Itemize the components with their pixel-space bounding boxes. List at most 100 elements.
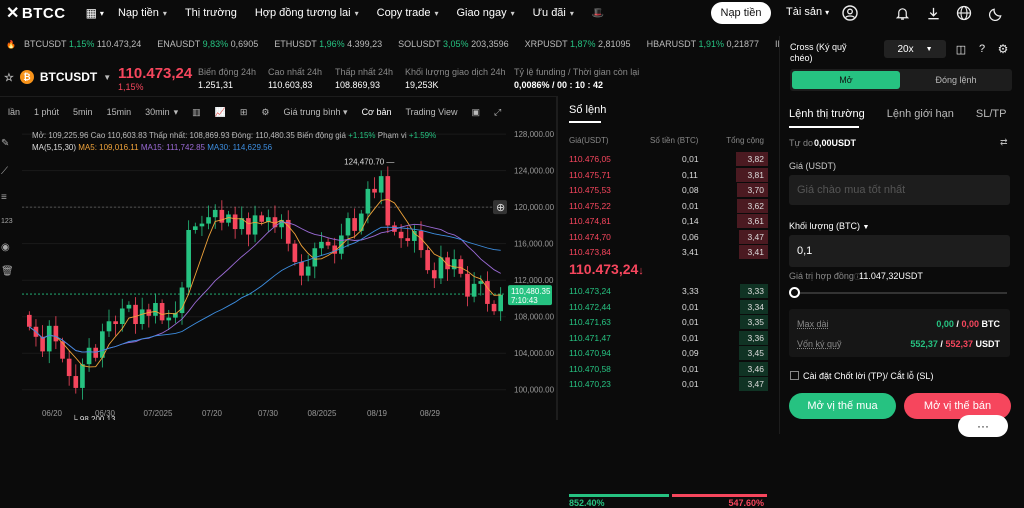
measure-icon[interactable]: 123 [1, 218, 13, 225]
interval-1[interactable]: 1 phút [34, 107, 60, 117]
fib-icon[interactable]: ≡ [1, 192, 7, 203]
interval-2[interactable]: 5min [73, 107, 93, 117]
price-chart[interactable]: 128,000.00 124,000.00 120,000.00 116,000.00… [0, 125, 556, 424]
nav-item-2[interactable]: Hợp đồng tương lai ▾ [254, 7, 359, 19]
interval-3[interactable]: 15min [106, 107, 132, 117]
orderbook-row[interactable]: 110.473,84 3,41 3,41 [560, 245, 778, 259]
ticker-item[interactable]: HBARUSDT 1,91% 0,21877 [646, 39, 760, 49]
tab-limit[interactable]: Lệnh giới hạn [886, 108, 954, 120]
orderbook-row[interactable]: 110.471,47 0,01 3,36 [560, 330, 778, 345]
interval-chevron-icon[interactable]: ▾ [173, 106, 179, 117]
open-tab[interactable]: Mở [792, 71, 900, 89]
ticker-item[interactable]: BTCUSDT 1,15% 110.473,24 [23, 39, 142, 49]
chat-icon: ··· [977, 419, 989, 433]
price-change: 1,15% [118, 82, 144, 92]
open-long-button[interactable]: Mở vị thế mua [789, 393, 896, 419]
user-icon[interactable] [841, 4, 859, 22]
eye-icon[interactable]: ◉ [1, 242, 10, 253]
orderbook-row[interactable]: 110.470,94 0,09 3,45 [560, 346, 778, 360]
price-input[interactable]: Giá chào mua tốt nhất [789, 175, 1010, 205]
indicators-icon[interactable]: 📈 [214, 106, 226, 117]
symbol-selector[interactable]: ☆ ₿ BTCUSDT ▼ [4, 70, 112, 84]
leverage-selector[interactable]: 20x ▼ [884, 40, 946, 58]
chart-tv-tab[interactable]: Trading View [405, 107, 458, 117]
margin-mode-selector[interactable]: Cross (Ký quỹ chéo) [790, 42, 847, 63]
last-price: 110.473,24 [118, 65, 193, 82]
orderbook-row[interactable]: 110.474,81 0,14 3,61 [560, 214, 778, 228]
candle-body [385, 176, 391, 226]
trendline-icon[interactable]: ⟋ [1, 166, 8, 177]
orderbook-row[interactable]: 110.475,22 0,01 3,62 [560, 198, 778, 213]
orderbook-row[interactable]: 110.472,44 0,01 3,34 [560, 299, 778, 314]
volume-input[interactable]: 0,1 [789, 235, 1010, 267]
orderbook-row[interactable]: 110.470,58 0,01 3,46 [560, 361, 778, 376]
volume-slider[interactable] [795, 292, 1007, 294]
camera-icon[interactable]: ▣ [471, 106, 481, 117]
menu-star-icon[interactable]: ☆ [4, 71, 14, 84]
brand-logo[interactable]: ✕ BTCC [6, 4, 66, 23]
transfer-icon[interactable]: ⇄ [1000, 137, 1008, 147]
ticker-item[interactable]: XRPUSDT 1,87% 2,81095 [524, 39, 631, 49]
help-icon[interactable]: ? [978, 43, 986, 55]
settings-icon[interactable]: ⚙ [261, 106, 270, 117]
plus-icon: ⊕ [496, 202, 505, 214]
candle-body [66, 358, 72, 377]
compare-icon[interactable]: ⊞ [239, 106, 248, 117]
nav-item-3[interactable]: Copy trade ▾ [376, 7, 439, 19]
orderbook-row[interactable]: 110.474,70 0,06 3,47 [560, 229, 778, 244]
ticker-item[interactable]: IP [775, 39, 780, 49]
interval-4[interactable]: 30min [145, 107, 170, 117]
candle-body [471, 283, 477, 297]
low-label: └ 98,200.13 [72, 414, 116, 420]
candle-body [199, 223, 205, 227]
slider-handle[interactable] [789, 287, 800, 298]
settings-icon[interactable]: ⚙ [997, 42, 1009, 56]
add-alert-icon[interactable] [493, 200, 507, 215]
orderbook-row[interactable]: 110.475,71 0,11 3,81 [560, 167, 778, 182]
globe-icon[interactable] [955, 4, 973, 22]
nav-item-0[interactable]: Nạp tiền ▾ [117, 7, 167, 19]
orderbook-title[interactable]: Sổ lệnh [569, 104, 607, 116]
candle-type-icon[interactable]: ▥ [192, 106, 201, 117]
nav-item-4[interactable]: Giao ngay ▾ [456, 7, 515, 19]
download-icon[interactable] [924, 4, 942, 22]
theme-moon-icon[interactable] [987, 4, 1005, 22]
candle-body [53, 325, 59, 342]
fullscreen-icon[interactable]: ⤢ [494, 106, 502, 117]
apps-grid-icon[interactable]: ▦ ▾ [85, 6, 104, 20]
candle-body [285, 219, 291, 244]
open-short-button[interactable]: Mở vị thế bán [904, 393, 1011, 419]
x-tick-label: 07/20 [202, 409, 223, 418]
orderbook-row[interactable]: 110.473,24 3,33 3,33 [560, 284, 778, 298]
trash-icon[interactable]: 🗑 [1, 266, 14, 277]
nav-item-5[interactable]: Ưu đãi ▾ [532, 7, 574, 19]
tpsl-checkbox[interactable] [790, 371, 799, 380]
crosshair-icon[interactable]: ✎ [1, 138, 10, 149]
interval-0[interactable]: lần [8, 107, 21, 117]
volume-label[interactable]: Khối lượng (BTC) ▼ [789, 221, 870, 231]
candle-body [325, 241, 331, 246]
contract-value-label: Giá trị hợp đồngⓘ [789, 271, 861, 281]
orderbook-row[interactable]: 110.470,23 0,01 3,47 [560, 377, 778, 391]
deposit-button[interactable]: Nạp tiền [711, 2, 771, 24]
assets-menu[interactable]: Tài sản ▾ [786, 6, 830, 18]
candle-body [206, 217, 211, 224]
tab-sltp[interactable]: SL/TP [975, 108, 1007, 120]
bell-icon[interactable] [893, 4, 911, 22]
orderbook-row[interactable]: 110.476,05 0,01 3,82 [560, 152, 778, 166]
ticker-item[interactable]: ETHUSDT 1,96% 4.399,23 [274, 39, 383, 49]
layout-icon[interactable]: ◫ [955, 43, 967, 56]
tab-market[interactable]: Lệnh thị trường [789, 108, 865, 120]
symbol-header: ☆ ₿ BTCUSDT ▼ 110.473,24 1,15% Biến động… [0, 62, 780, 96]
ticker-item[interactable]: ENAUSDT 9,83% 0,6905 [157, 39, 259, 49]
price-type-selector[interactable]: Giá trung bình ▾ [283, 106, 348, 117]
orderbook-row[interactable]: 110.475,53 0,08 3,70 [560, 183, 778, 197]
orderbook-row[interactable]: 110.471,63 0,01 3,35 [560, 315, 778, 329]
gift-icon[interactable]: 🎩 [591, 7, 605, 19]
chart-basic-tab[interactable]: Cơ bản [361, 107, 392, 117]
ticker-item[interactable]: SOLUSDT 3,05% 203,3596 [398, 39, 509, 49]
summary-box: Max dài 0,00 / 0,00 BTC Vốn ký quỹ 552,3… [789, 309, 1010, 357]
close-tab[interactable]: Đóng lệnh [935, 75, 977, 85]
nav-item-1[interactable]: Thị trường [184, 7, 237, 19]
support-chat-button[interactable]: ··· [958, 415, 1008, 437]
